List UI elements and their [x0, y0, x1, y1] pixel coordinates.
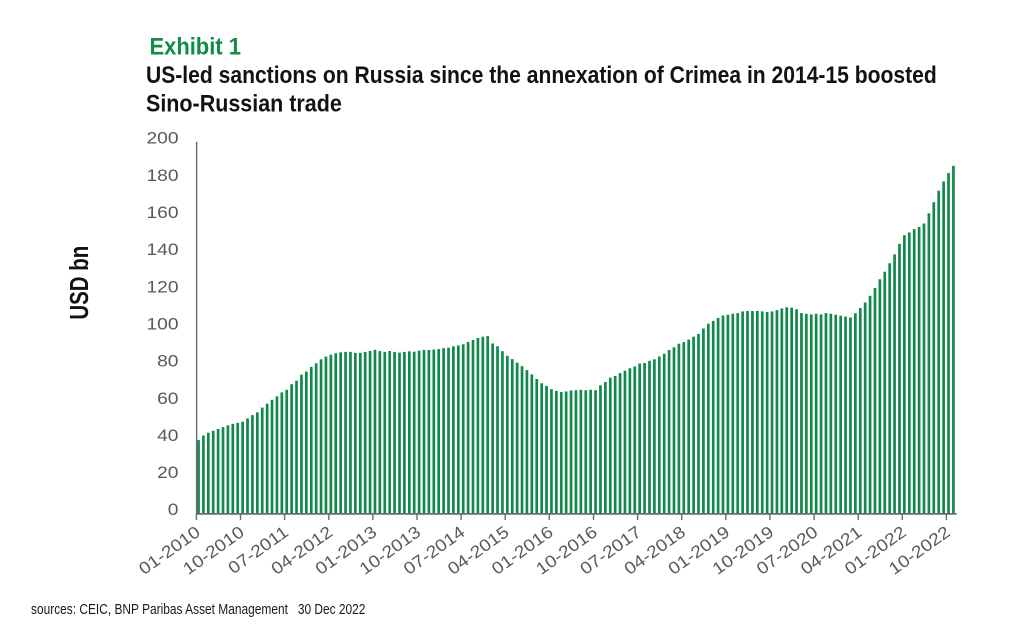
svg-text:140: 140: [146, 240, 178, 259]
svg-text:180: 180: [146, 166, 178, 185]
svg-text:200: 200: [146, 129, 178, 148]
svg-text:USD bn: USD bn: [65, 246, 94, 320]
svg-text:120: 120: [146, 277, 178, 296]
svg-text:20: 20: [157, 463, 178, 482]
svg-text:160: 160: [146, 203, 178, 222]
svg-text:US-led sanctions on Russia sin: US-led sanctions on Russia since the ann…: [146, 62, 937, 89]
svg-text:60: 60: [157, 389, 178, 408]
svg-text:40: 40: [157, 426, 178, 445]
svg-text:0: 0: [168, 500, 179, 519]
svg-text:sources: CEIC, BNP Paribas Ass: sources: CEIC, BNP Paribas Asset Managem…: [31, 601, 365, 618]
svg-text:Exhibit 1: Exhibit 1: [150, 33, 242, 60]
svg-text:Sino-Russian trade: Sino-Russian trade: [146, 89, 342, 116]
svg-text:100: 100: [146, 314, 178, 333]
svg-text:80: 80: [157, 352, 178, 371]
